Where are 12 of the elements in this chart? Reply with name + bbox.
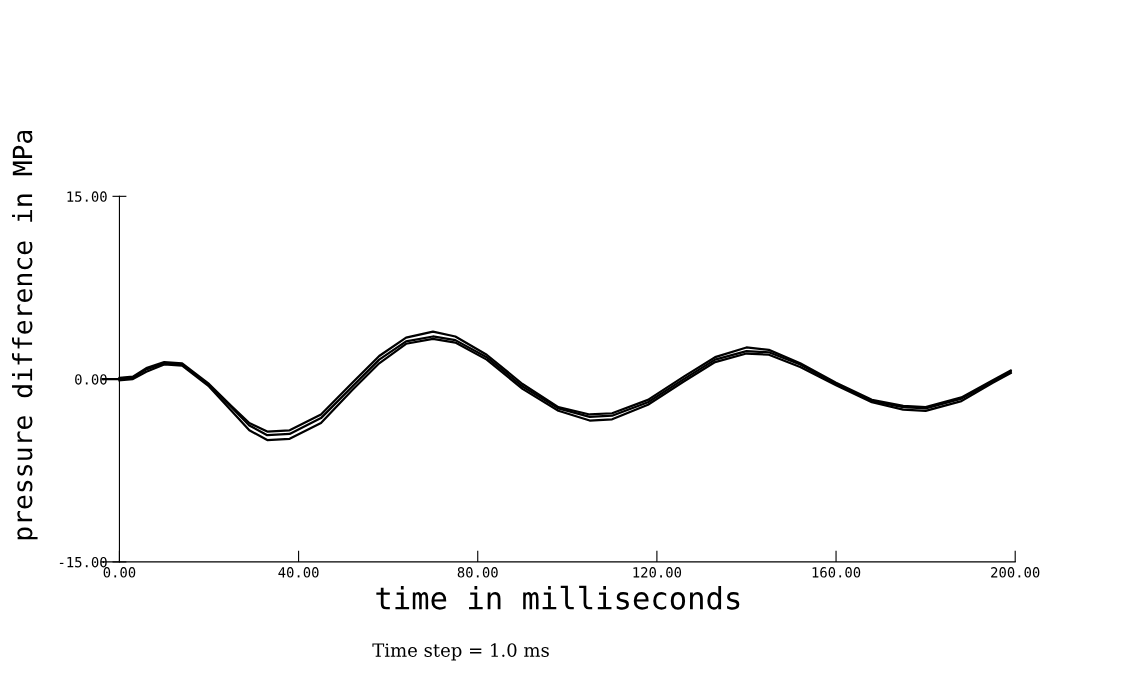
text: Time step = 1.0 ms [372,643,549,661]
x-tick-label: 0.00 [103,567,136,578]
y-tick-label: 15.00 [67,191,107,202]
y-tick-label: 0.00 [75,374,107,385]
x-tick-label: 160.00 [812,567,861,578]
x-tick-label: 200.00 [991,567,1040,578]
x-tick-label: 80.00 [457,567,498,578]
x-axis-title: time in milliseconds [376,585,740,610]
x-tick-label: 40.00 [278,567,319,578]
y-axis-title: pressure difference in MPa [12,130,38,540]
y-tick-label: -15.00 [59,556,107,568]
x-tick-label: 120.00 [633,567,682,578]
